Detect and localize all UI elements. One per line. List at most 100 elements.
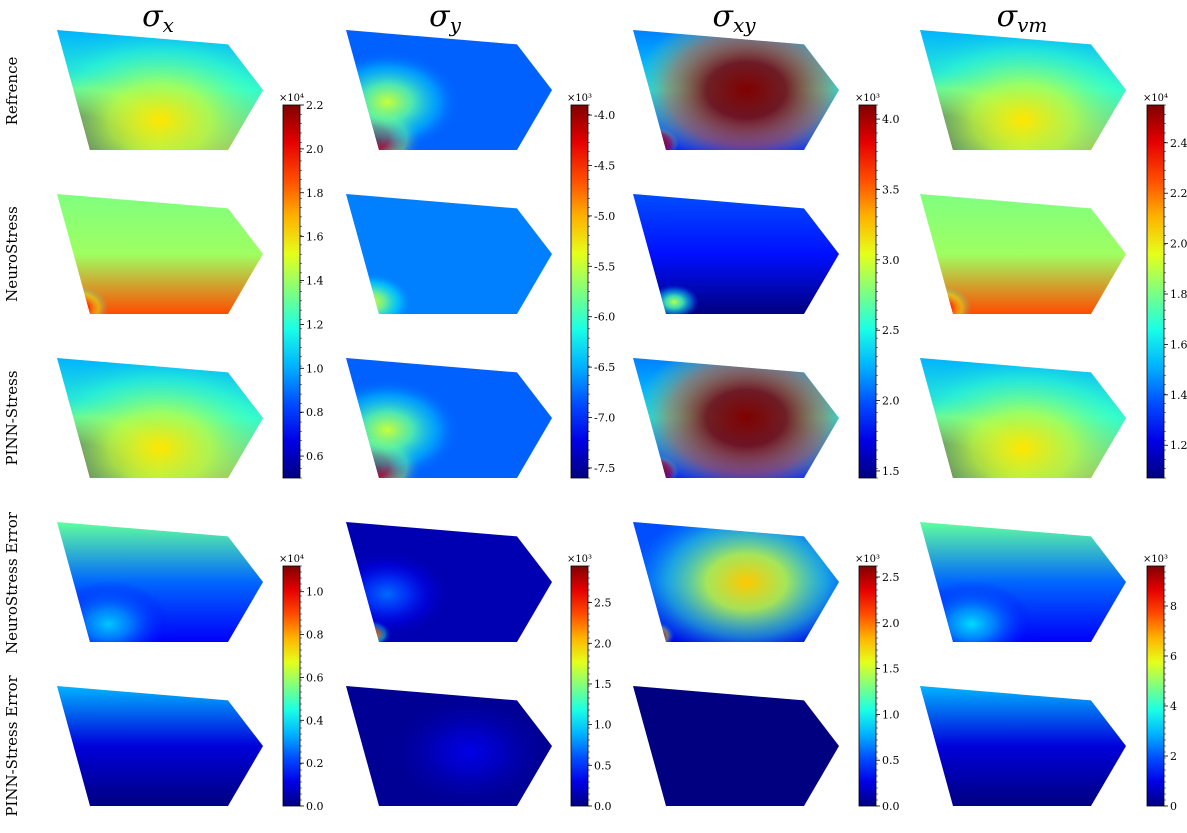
colorbar-gradient [1146, 104, 1165, 479]
heatmap-σx-neurostress-error [57, 522, 263, 642]
heatmap-σvm-neurostress-error [920, 522, 1126, 642]
heatmap-σx-neurostress [57, 194, 263, 314]
colorbar-tick-label: -6.5 [594, 361, 615, 374]
colorbar-tick-label: 2.0 [882, 395, 900, 408]
colorbar-tick-label: 2.4 [1170, 137, 1187, 150]
colorbar-tick-label: 0.6 [306, 671, 324, 684]
colorbar-tick-label: 1.5 [594, 678, 612, 691]
colorbar-tick-label: 1.2 [306, 318, 324, 331]
column-header-sigma-y: σy [429, 0, 461, 37]
heatmap-σxy-pinn-stress-error [633, 686, 839, 806]
colorbar-exponent: ×10³ [1143, 554, 1168, 565]
colorbar-exponent: ×10³ [567, 93, 592, 104]
colorbar-tick-label: 2.2 [1170, 187, 1187, 200]
colorbar-tick-label: 2.5 [594, 597, 612, 610]
colorbar-tick-label: 1.8 [306, 187, 324, 200]
colorbar-fields-σxy: ×10³ 1.5 2.0 2.5 3.0 3.5 4.0 [855, 93, 900, 479]
colorbar-tick-label: 1.8 [1170, 288, 1187, 301]
row-labels: Refrence NeuroStress PINN-Stress NeuroSt… [3, 57, 21, 817]
colorbar-tick-label: 0 [1170, 800, 1177, 813]
colorbar-tick-label: 1.4 [1170, 389, 1187, 402]
row-label-pinn-stress-error: PINN-Stress Error [3, 674, 21, 816]
row-label-neurostress: NeuroStress [3, 206, 21, 302]
colorbar-exponent: ×10³ [567, 554, 592, 565]
column-headers: σx σy σxy σvm [142, 0, 1047, 37]
colorbar-tick-label: 4.0 [882, 113, 900, 126]
colorbar-tick-label: 2.5 [882, 571, 900, 584]
colorbar-tick-label: 2.0 [306, 143, 324, 156]
row-label-pinn-stress: PINN-Stress [3, 370, 21, 465]
colorbar-tick-label: -5.0 [594, 210, 615, 223]
colorbar-tick-label: 1.2 [1170, 439, 1187, 452]
heatmap-σx-pinn-stress [57, 358, 263, 478]
colorbar-tick-label: -6.0 [594, 311, 615, 324]
colorbar-tick-label: -5.5 [594, 260, 615, 273]
heatmap-σy-pinn-stress-error [346, 686, 552, 806]
colorbar-tick-label: 4 [1170, 700, 1177, 713]
colorbar-tick-label: 1.5 [882, 465, 900, 478]
colorbar-exponent: ×10³ [855, 554, 880, 565]
colorbar-tick-label: 8 [1170, 600, 1177, 613]
colorbar-fields-σx: ×10⁴ 0.6 0.8 1.0 1.2 1.4 1.6 1.8 2.0 2.2 [279, 93, 324, 479]
heatmap-σy-refrence [346, 30, 552, 150]
heatmap-σy-neurostress-error [346, 522, 552, 642]
colorbar-errors-σvm: ×10³ 0 2 4 6 8 [1143, 554, 1177, 813]
colorbar-tick-label: 0.0 [882, 800, 900, 813]
colorbar-tick-label: -4.0 [594, 109, 615, 122]
column-header-sigma-vm: σvm [997, 0, 1048, 37]
colorbar-tick-label: 1.5 [882, 663, 900, 676]
heatmap-σvm-neurostress [920, 194, 1126, 314]
colorbar-fields-σvm: ×10⁴ 1.2 1.4 1.6 1.8 2.0 2.2 2.4 [1143, 93, 1187, 479]
colorbar-gradient [282, 565, 301, 807]
colorbar-exponent: ×10⁴ [279, 554, 304, 565]
colorbar-tick-label: 0.6 [306, 450, 324, 463]
colorbar-gradient [570, 104, 589, 479]
heatmap-σy-pinn-stress [346, 358, 552, 478]
colorbar-tick-label: 0.5 [882, 754, 900, 767]
heatmap-σxy-refrence [633, 30, 839, 150]
heatmap-σxy-neurostress [633, 194, 839, 314]
colorbar-gradient [858, 104, 877, 479]
heatmap-σx-refrence [57, 30, 263, 150]
colorbar-tick-label: 2 [1170, 750, 1177, 763]
colorbar-tick-label: 1.0 [306, 586, 324, 599]
colorbar-tick-label: 1.6 [306, 231, 324, 244]
colorbar-tick-label: 0.4 [306, 714, 324, 727]
colorbar-gradient [858, 565, 877, 807]
colorbar-tick-label: 1.4 [306, 275, 324, 288]
heatmap-σxy-neurostress-error [633, 522, 839, 642]
colorbar-tick-label: 3.5 [882, 183, 900, 196]
colorbar-tick-label: 6 [1170, 650, 1177, 663]
colorbar-tick-label: 1.0 [882, 708, 900, 721]
colorbar-tick-label: 1.0 [306, 362, 324, 375]
heatmap-σxy-pinn-stress [633, 358, 839, 478]
heatmap-σy-neurostress [346, 194, 552, 314]
colorbar-tick-label: 0.0 [594, 800, 612, 813]
column-header-sigma-xy: σxy [712, 0, 756, 37]
colorbar-fields-σy: ×10³ -7.5 -7.0 -6.5 -6.0 -5.5 -5.0 -4.5 -4.0 [567, 93, 615, 479]
colorbar-tick-label: 0.8 [306, 406, 324, 419]
heatmap-σvm-pinn-stress [920, 358, 1126, 478]
colorbar-tick-label: 2.0 [1170, 238, 1187, 251]
colorbar-tick-label: 1.6 [1170, 338, 1187, 351]
colorbar-tick-label: -7.0 [594, 412, 615, 425]
colorbar-tick-label: 0.2 [306, 757, 324, 770]
colorbar-tick-label: 2.5 [882, 324, 900, 337]
colorbar-tick-label: 0.0 [306, 800, 324, 813]
colorbar-errors-σy: ×10³ 0.0 0.5 1.0 1.5 2.0 2.5 [567, 554, 612, 813]
column-header-sigma-x: σx [142, 0, 174, 37]
colorbar-tick-label: -7.5 [594, 462, 615, 475]
colorbar-tick-label: -4.5 [594, 159, 615, 172]
colorbar-errors-σx: ×10⁴ 0.0 0.2 0.4 0.6 0.8 1.0 [279, 554, 324, 813]
colorbar-tick-label: 2.0 [594, 637, 612, 650]
row-label-neurostress-error: NeuroStress Error [3, 511, 21, 654]
colorbar-gradient [282, 104, 301, 479]
colorbars: ×10⁴ 0.6 0.8 1.0 1.2 1.4 1.6 1.8 2.0 2.2 ×10³ -7.5 -… [279, 93, 1187, 813]
colorbar-exponent: ×10⁴ [1143, 93, 1168, 104]
colorbar-gradient [1146, 565, 1165, 807]
colorbar-tick-label: 2.2 [306, 99, 324, 112]
colorbar-exponent: ×10³ [855, 93, 880, 104]
colorbar-tick-label: 0.8 [306, 629, 324, 642]
row-label-reference: Refrence [3, 57, 21, 126]
